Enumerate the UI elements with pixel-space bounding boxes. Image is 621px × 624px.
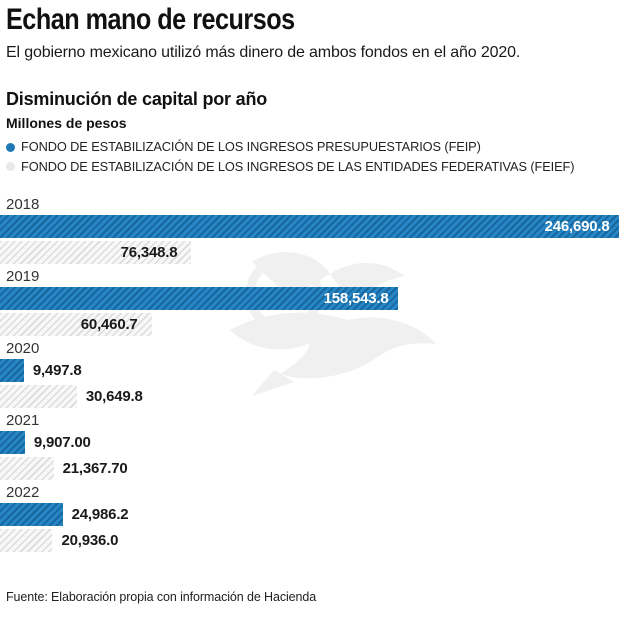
page-subtitle: El gobierno mexicano utilizó más dinero …: [6, 44, 521, 61]
value-label: 9,497.8: [32, 362, 82, 379]
value-label: 9,907.00: [33, 434, 91, 451]
value-label: 30,649.8: [85, 388, 143, 405]
bars-container: 2018 246,690.8 76,348.8 2019 158,543.8 60,460…: [0, 197, 621, 552]
bar-row-feip-2022: 24,986.2: [0, 503, 621, 526]
bar-feief: [0, 457, 54, 480]
units-label: Millones de pesos: [6, 115, 127, 131]
legend-item-feief: FONDO DE ESTABILIZACIÓN DE LOS INGRESOS …: [6, 158, 621, 175]
legend-dot-feip-icon: [6, 142, 15, 152]
bar-feief: 60,460.7: [0, 313, 152, 336]
value-label: 21,367.70: [62, 460, 128, 477]
bar-feip: 158,543.8: [0, 287, 398, 310]
bar-row-feief-2019: 60,460.7: [0, 313, 621, 336]
year-group-2018: 2018 246,690.8 76,348.8: [0, 197, 621, 264]
bar-row-feip-2018: 246,690.8: [0, 215, 621, 238]
bar-row-feief-2020: 30,649.8: [0, 385, 621, 408]
bar-row-feip-2021: 9,907.00: [0, 431, 621, 454]
bar-feip: [0, 359, 24, 382]
legend: FONDO DE ESTABILIZACIÓN DE LOS INGRESOS …: [6, 139, 621, 175]
page-title: Echan mano de recursos: [6, 3, 295, 36]
year-label: 2018: [6, 196, 40, 213]
source-note: Fuente: Elaboración propia con informaci…: [6, 590, 317, 604]
year-label: 2019: [6, 268, 40, 285]
legend-label-feief: FONDO DE ESTABILIZACIÓN DE LOS INGRESOS …: [21, 158, 575, 174]
bar-row-feief-2021: 21,367.70: [0, 457, 621, 480]
bar-row-feief-2018: 76,348.8: [0, 241, 621, 264]
bar-feip: [0, 503, 63, 526]
legend-item-feip: FONDO DE ESTABILIZACIÓN DE LOS INGRESOS …: [6, 139, 621, 155]
year-group-2019: 2019 158,543.8 60,460.7: [0, 269, 621, 336]
bar-feief: 76,348.8: [0, 241, 192, 264]
bar-row-feief-2022: 20,936.0: [0, 529, 621, 552]
chart-title: Disminución de capital por año: [6, 89, 268, 109]
bar-feip: 246,690.8: [0, 215, 619, 238]
value-label: 60,460.7: [80, 316, 138, 333]
value-label: 158,543.8: [323, 290, 389, 307]
year-label: 2020: [6, 340, 40, 357]
year-group-2022: 2022 24,986.2 20,936.0: [0, 485, 621, 552]
value-label: 20,936.0: [61, 532, 119, 549]
bar-feip: [0, 431, 25, 454]
bar-feief: [0, 385, 77, 408]
year-label: 2022: [6, 484, 40, 501]
year-group-2020: 2020 9,497.8 30,649.8: [0, 341, 621, 408]
value-label: 76,348.8: [120, 244, 178, 261]
bar-row-feip-2019: 158,543.8: [0, 287, 621, 310]
bar-feief: [0, 529, 53, 552]
year-label: 2021: [6, 412, 40, 429]
value-label: 246,690.8: [544, 218, 610, 235]
legend-dot-feief-icon: [6, 162, 15, 171]
bar-row-feip-2020: 9,497.8: [0, 359, 621, 382]
value-label: 24,986.2: [71, 506, 129, 523]
legend-label-feip: FONDO DE ESTABILIZACIÓN DE LOS INGRESOS …: [21, 139, 481, 154]
year-group-2021: 2021 9,907.00 21,367.70: [0, 413, 621, 480]
